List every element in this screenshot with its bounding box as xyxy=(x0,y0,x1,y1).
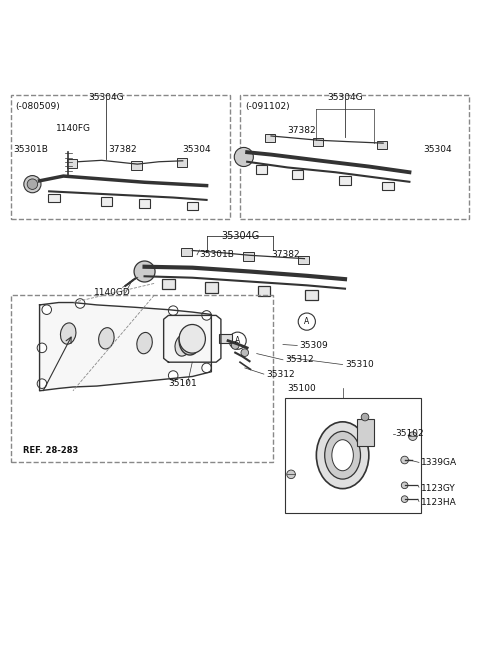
Circle shape xyxy=(168,371,178,380)
Bar xyxy=(240,95,469,219)
Bar xyxy=(101,197,112,205)
Bar xyxy=(48,194,60,202)
Text: 35304G: 35304G xyxy=(89,93,124,102)
Bar xyxy=(177,158,187,167)
Text: 35102: 35102 xyxy=(395,429,424,438)
Bar xyxy=(382,182,394,191)
Ellipse shape xyxy=(98,328,114,349)
Circle shape xyxy=(361,413,369,421)
Text: 1140FG: 1140FG xyxy=(56,124,91,133)
Circle shape xyxy=(202,363,211,373)
Text: 35312: 35312 xyxy=(266,369,295,378)
Ellipse shape xyxy=(179,327,201,355)
Circle shape xyxy=(401,496,408,502)
Circle shape xyxy=(37,343,47,353)
Bar xyxy=(67,159,77,168)
Bar xyxy=(131,161,142,170)
Bar xyxy=(205,282,217,292)
Bar xyxy=(258,286,270,296)
Text: 35301B: 35301B xyxy=(13,145,48,154)
Circle shape xyxy=(202,310,211,320)
Bar xyxy=(339,176,351,185)
Text: 35310: 35310 xyxy=(345,360,374,369)
Bar xyxy=(265,133,276,142)
Bar xyxy=(298,256,309,264)
Text: A: A xyxy=(304,317,310,326)
Circle shape xyxy=(24,176,41,192)
Bar xyxy=(218,334,232,343)
Bar xyxy=(357,419,373,446)
Circle shape xyxy=(287,470,295,479)
Ellipse shape xyxy=(324,432,360,479)
Circle shape xyxy=(231,341,239,349)
Text: 37382: 37382 xyxy=(271,250,300,259)
Polygon shape xyxy=(39,303,211,391)
Bar xyxy=(181,248,192,256)
Bar xyxy=(377,141,387,149)
Circle shape xyxy=(27,179,37,189)
Circle shape xyxy=(229,332,246,349)
Text: A: A xyxy=(235,336,240,345)
Bar xyxy=(256,165,267,174)
Text: 35304: 35304 xyxy=(183,145,211,154)
Text: 35101: 35101 xyxy=(168,379,197,388)
Text: 1123HA: 1123HA xyxy=(421,498,457,507)
Bar xyxy=(162,279,175,289)
Bar xyxy=(187,202,198,211)
Bar xyxy=(305,290,318,300)
Text: (-091102): (-091102) xyxy=(245,102,289,111)
Text: (-080509): (-080509) xyxy=(16,102,60,111)
Bar xyxy=(243,252,254,260)
Text: 1339GA: 1339GA xyxy=(421,458,457,467)
Ellipse shape xyxy=(175,335,191,356)
Bar xyxy=(291,170,303,179)
Circle shape xyxy=(168,306,178,316)
Ellipse shape xyxy=(316,422,369,489)
Text: 37382: 37382 xyxy=(288,126,316,135)
Text: 35304G: 35304G xyxy=(327,93,363,102)
Text: 37382: 37382 xyxy=(109,145,137,154)
Circle shape xyxy=(401,456,408,464)
Bar xyxy=(11,295,274,463)
Text: 1140GD: 1140GD xyxy=(95,288,131,297)
Circle shape xyxy=(241,349,249,356)
Text: REF. 28-283: REF. 28-283 xyxy=(23,446,78,455)
Bar xyxy=(139,200,150,208)
Bar xyxy=(11,95,230,219)
Bar xyxy=(285,398,421,513)
Circle shape xyxy=(42,305,51,314)
Circle shape xyxy=(37,379,47,388)
Text: 1123GY: 1123GY xyxy=(421,484,456,493)
Bar xyxy=(312,138,323,146)
Text: 35304: 35304 xyxy=(424,145,452,154)
Circle shape xyxy=(234,148,253,167)
Circle shape xyxy=(75,299,85,308)
Text: 35301B: 35301B xyxy=(199,250,234,259)
Circle shape xyxy=(408,432,417,441)
Ellipse shape xyxy=(332,440,353,470)
Circle shape xyxy=(298,313,315,330)
Ellipse shape xyxy=(179,325,205,353)
Ellipse shape xyxy=(60,323,76,344)
Text: 35312: 35312 xyxy=(285,355,314,364)
Text: 35309: 35309 xyxy=(300,341,328,350)
Text: 35100: 35100 xyxy=(288,384,316,393)
Circle shape xyxy=(134,261,155,282)
Text: 35304G: 35304G xyxy=(221,231,259,240)
Ellipse shape xyxy=(137,332,152,354)
Circle shape xyxy=(401,482,408,489)
